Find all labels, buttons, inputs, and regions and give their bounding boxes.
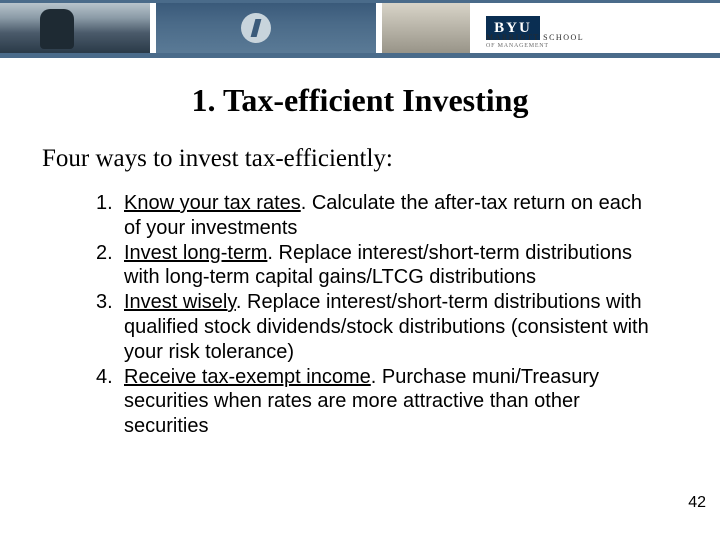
- item-lead: Invest long-term: [124, 242, 267, 264]
- list-item: 2. Invest long-term. Replace interest/sh…: [96, 241, 650, 291]
- slide-title: 1. Tax-efficient Investing: [0, 82, 720, 119]
- item-number: 2.: [96, 241, 124, 291]
- page-number: 42: [688, 494, 706, 512]
- numbered-list: 1. Know your tax rates. Calculate the af…: [96, 191, 650, 439]
- item-number: 4.: [96, 365, 124, 439]
- item-lead: Invest wisely: [124, 291, 236, 313]
- banner-photo-1: [0, 3, 150, 53]
- banner-photo-2: [156, 3, 376, 53]
- marriott-school-text: MARRIOTT SCHOOL: [486, 33, 584, 42]
- list-item: 3. Invest wisely. Replace interest/short…: [96, 290, 650, 364]
- banner-image-row: BYU MARRIOTT SCHOOL OF MANAGEMENT: [0, 3, 720, 53]
- item-text: Know your tax rates. Calculate the after…: [124, 191, 650, 241]
- list-item: 1. Know your tax rates. Calculate the af…: [96, 191, 650, 241]
- item-text: Receive tax-exempt income. Purchase muni…: [124, 365, 650, 439]
- header-banner: BYU MARRIOTT SCHOOL OF MANAGEMENT: [0, 0, 720, 58]
- item-number: 1.: [96, 191, 124, 241]
- banner-photo-3: [382, 3, 470, 53]
- banner-logo-area: BYU MARRIOTT SCHOOL OF MANAGEMENT: [476, 3, 720, 53]
- item-lead: Know your tax rates: [124, 192, 301, 214]
- item-text: Invest long-term. Replace interest/short…: [124, 241, 650, 291]
- item-text: Invest wisely. Replace interest/short-te…: [124, 290, 650, 364]
- marriott-subtext: OF MANAGEMENT: [486, 43, 549, 49]
- intro-text: Four ways to invest tax-efficiently:: [42, 145, 720, 173]
- banner-bottom-rule: [0, 53, 720, 58]
- list-item: 4. Receive tax-exempt income. Purchase m…: [96, 365, 650, 439]
- item-number: 3.: [96, 290, 124, 364]
- item-lead: Receive tax-exempt income: [124, 366, 371, 388]
